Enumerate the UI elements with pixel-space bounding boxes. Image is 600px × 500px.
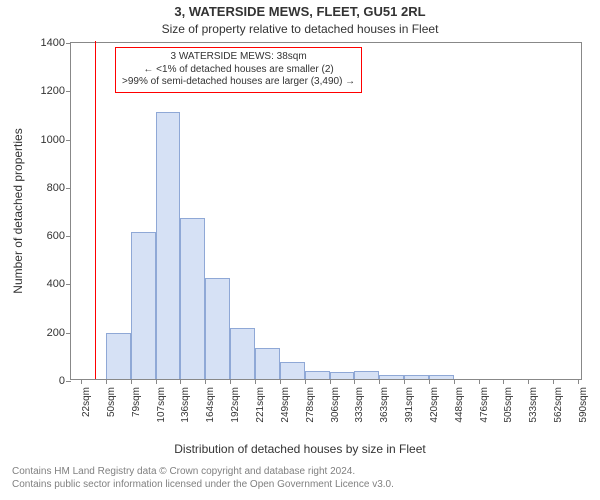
ytick-label: 600: [47, 230, 65, 242]
histogram-bar: [156, 112, 181, 379]
xtick-mark: [131, 379, 132, 384]
xtick-label: 306sqm: [330, 387, 341, 437]
histogram-bar: [205, 278, 230, 379]
xtick-label: 221sqm: [255, 387, 266, 437]
ytick-mark: [66, 43, 71, 44]
xtick-label: 22sqm: [81, 387, 92, 437]
xtick-mark: [379, 379, 380, 384]
x-axis-label: Distribution of detached houses by size …: [0, 442, 600, 456]
annotation-line: >99% of semi-detached houses are larger …: [122, 76, 355, 89]
ytick-mark: [66, 236, 71, 237]
xtick-mark: [354, 379, 355, 384]
histogram-bar: [230, 328, 255, 379]
xtick-mark: [503, 379, 504, 384]
footer-attribution: Contains HM Land Registry data © Crown c…: [12, 466, 394, 491]
xtick-mark: [205, 379, 206, 384]
xtick-mark: [454, 379, 455, 384]
xtick-mark: [528, 379, 529, 384]
histogram-bar: [180, 218, 205, 379]
xtick-mark: [255, 379, 256, 384]
xtick-mark: [305, 379, 306, 384]
xtick-mark: [156, 379, 157, 384]
xtick-label: 533sqm: [528, 387, 539, 437]
histogram-bar: [131, 232, 156, 379]
histogram-bar: [330, 372, 355, 379]
chart-title-line1: 3, WATERSIDE MEWS, FLEET, GU51 2RL: [0, 4, 600, 19]
ytick-mark: [66, 188, 71, 189]
xtick-mark: [404, 379, 405, 384]
y-axis-label: Number of detached properties: [11, 128, 25, 293]
xtick-mark: [81, 379, 82, 384]
ytick-label: 400: [47, 278, 65, 290]
ytick-mark: [66, 91, 71, 92]
ytick-label: 1000: [41, 134, 65, 146]
ytick-mark: [66, 284, 71, 285]
histogram-bar: [354, 371, 379, 379]
xtick-label: 107sqm: [156, 387, 167, 437]
histogram-bar: [305, 371, 330, 379]
ytick-mark: [66, 333, 71, 334]
xtick-label: 192sqm: [230, 387, 241, 437]
xtick-label: 333sqm: [354, 387, 365, 437]
xtick-label: 476sqm: [479, 387, 490, 437]
xtick-mark: [280, 379, 281, 384]
xtick-mark: [330, 379, 331, 384]
xtick-label: 391sqm: [404, 387, 415, 437]
xtick-label: 505sqm: [503, 387, 514, 437]
annotation-line: ← <1% of detached houses are smaller (2): [122, 64, 355, 77]
ytick-mark: [66, 140, 71, 141]
ytick-label: 1400: [41, 37, 65, 49]
xtick-mark: [106, 379, 107, 384]
ytick-label: 1200: [41, 85, 65, 97]
xtick-label: 164sqm: [205, 387, 216, 437]
ytick-label: 0: [59, 375, 65, 387]
footer-line2: Contains public sector information licen…: [12, 479, 394, 492]
histogram-bar: [106, 333, 131, 379]
xtick-mark: [180, 379, 181, 384]
histogram-bar: [255, 348, 280, 379]
histogram-bar: [379, 375, 404, 379]
annotation-box: 3 WATERSIDE MEWS: 38sqm← <1% of detached…: [115, 47, 362, 93]
xtick-mark: [429, 379, 430, 384]
xtick-label: 249sqm: [280, 387, 291, 437]
xtick-label: 363sqm: [379, 387, 390, 437]
xtick-mark: [230, 379, 231, 384]
footer-line1: Contains HM Land Registry data © Crown c…: [12, 466, 394, 479]
xtick-label: 278sqm: [305, 387, 316, 437]
xtick-mark: [553, 379, 554, 384]
xtick-label: 79sqm: [131, 387, 142, 437]
xtick-label: 420sqm: [429, 387, 440, 437]
property-marker-line: [95, 41, 96, 379]
xtick-label: 448sqm: [454, 387, 465, 437]
ytick-mark: [66, 381, 71, 382]
histogram-bar: [429, 375, 454, 379]
xtick-mark: [479, 379, 480, 384]
ytick-label: 200: [47, 327, 65, 339]
xtick-label: 562sqm: [553, 387, 564, 437]
xtick-mark: [578, 379, 579, 384]
xtick-label: 50sqm: [106, 387, 117, 437]
annotation-line: 3 WATERSIDE MEWS: 38sqm: [122, 51, 355, 64]
histogram-bar: [404, 375, 429, 379]
plot-area: 020040060080010001200140022sqm50sqm79sqm…: [70, 42, 582, 380]
histogram-bar: [280, 362, 305, 379]
ytick-label: 800: [47, 182, 65, 194]
chart-title-line2: Size of property relative to detached ho…: [0, 22, 600, 36]
xtick-label: 590sqm: [578, 387, 589, 437]
xtick-label: 136sqm: [180, 387, 191, 437]
